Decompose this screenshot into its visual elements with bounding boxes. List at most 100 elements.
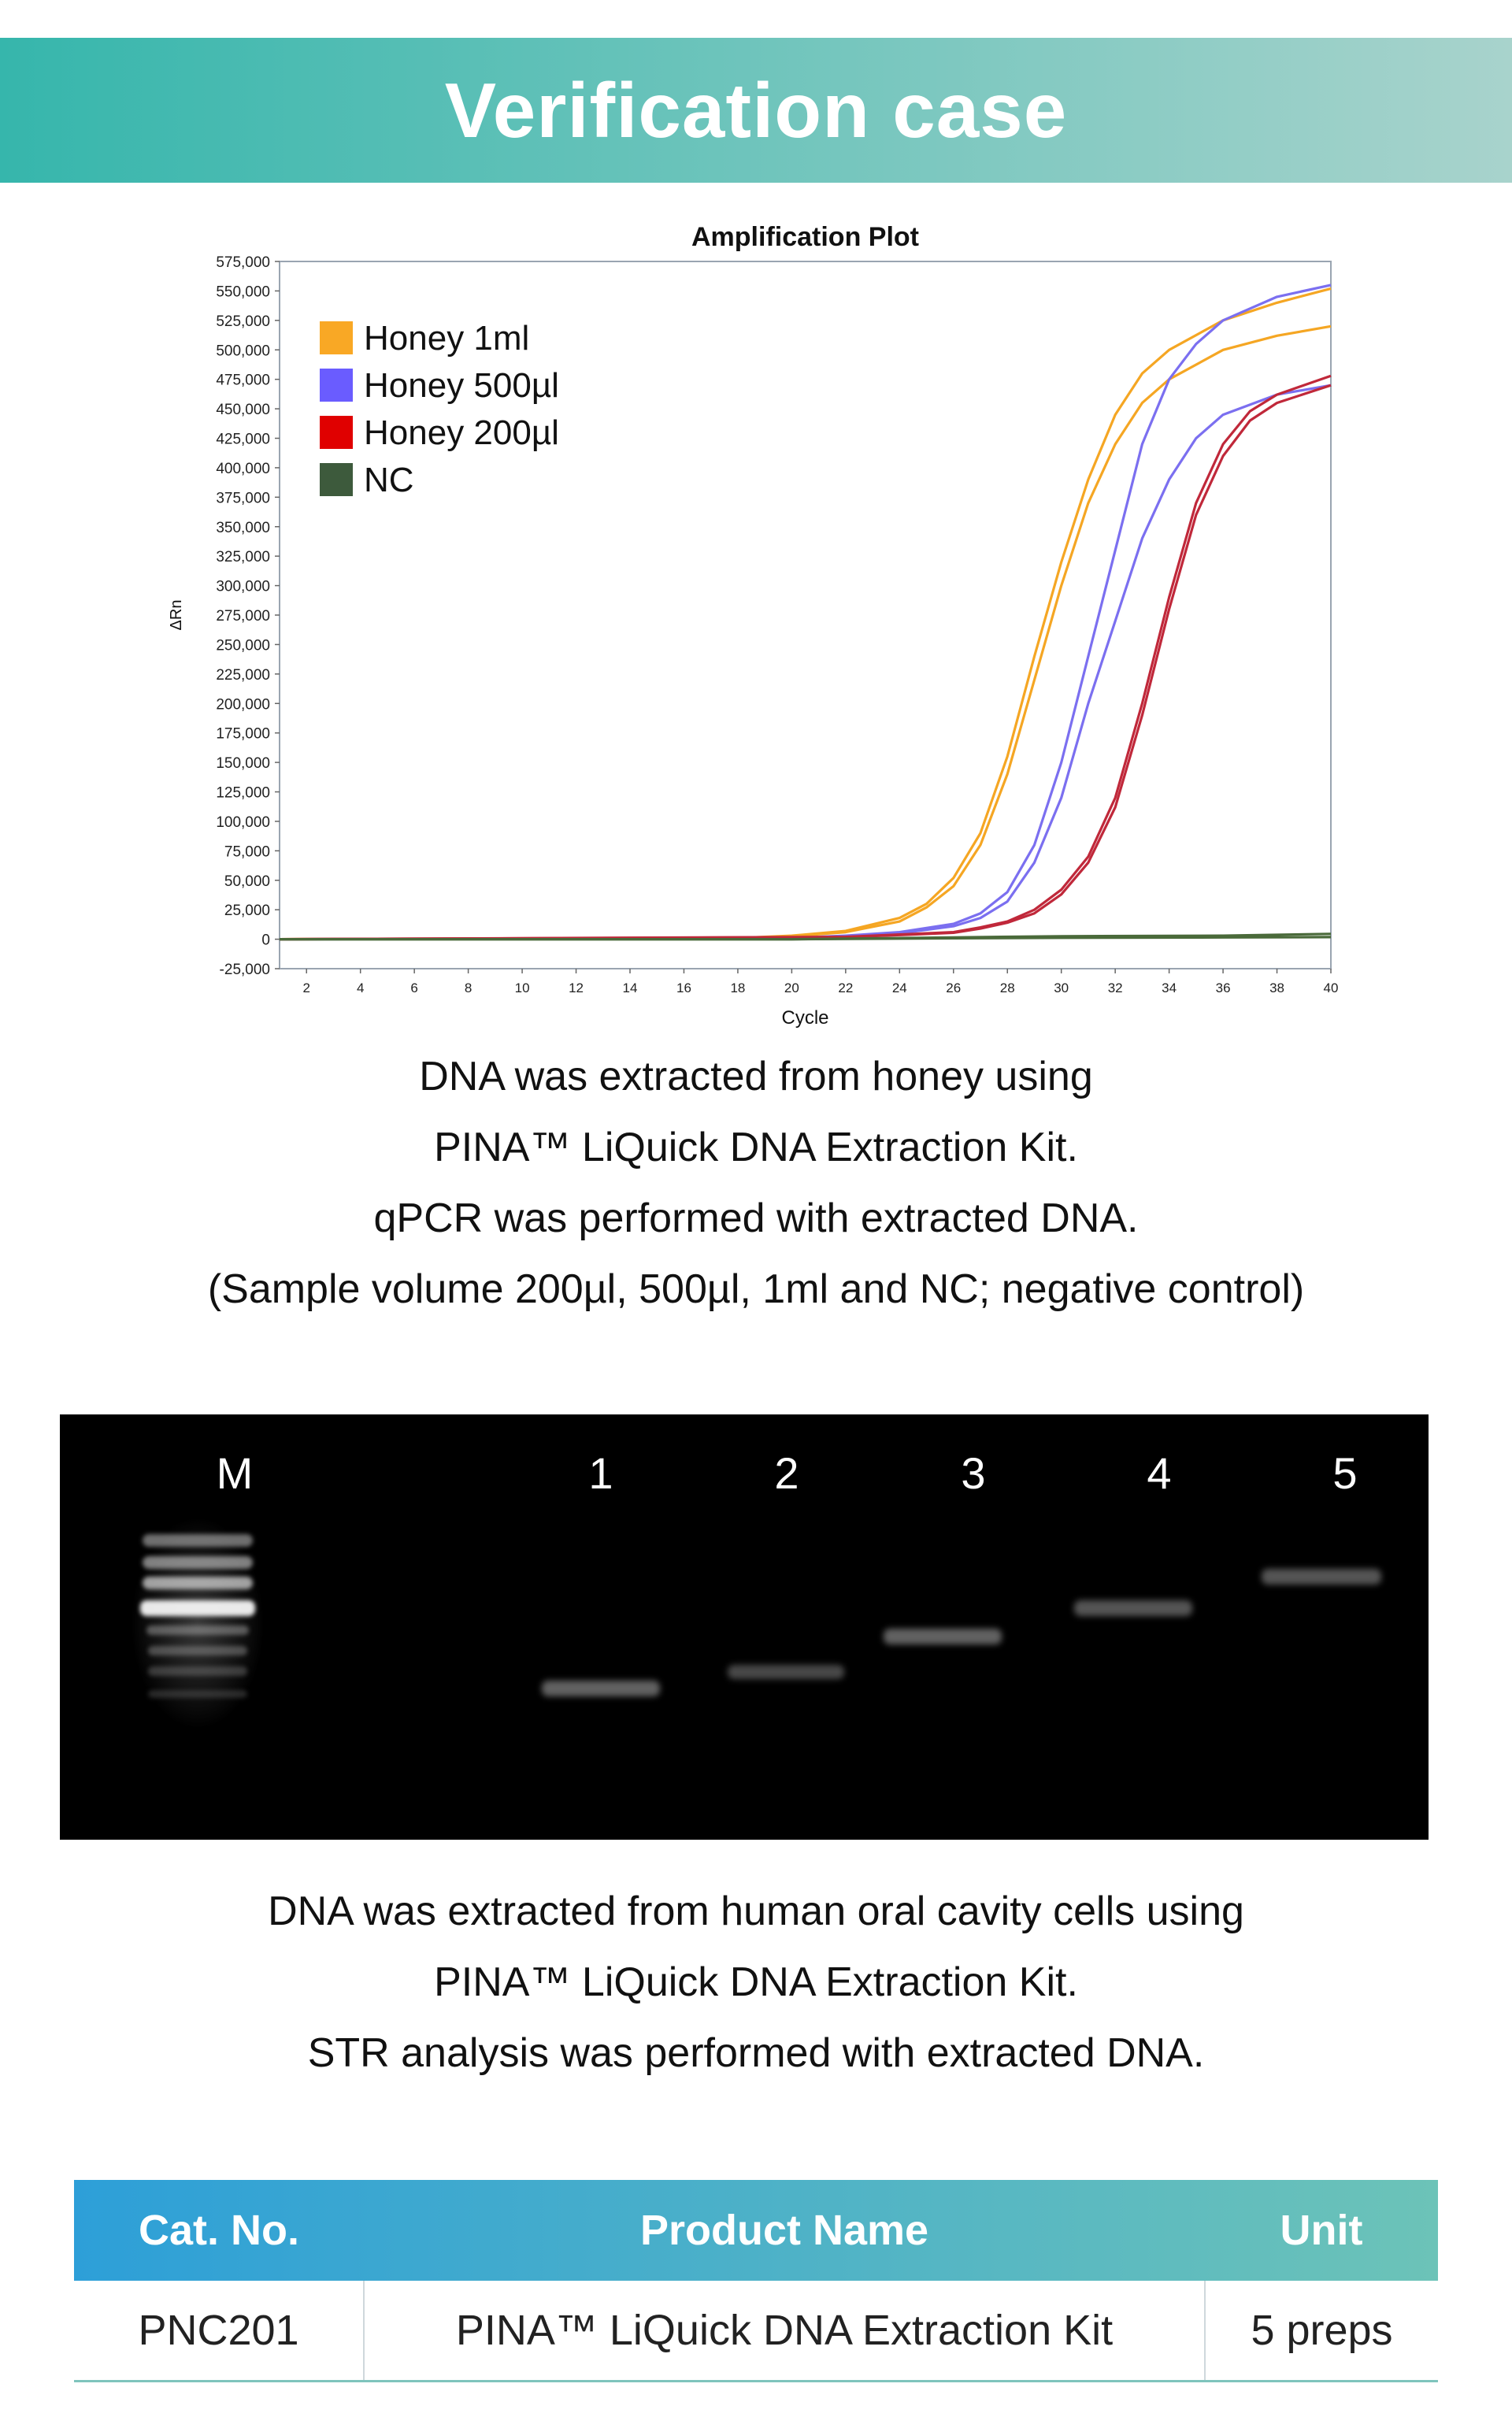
x-tick-label: 32 bbox=[1108, 980, 1123, 995]
series-line-0-1 bbox=[279, 324, 1332, 941]
product-table: Cat. No. Product Name Unit PNC201 PINA™ … bbox=[74, 2180, 1438, 2382]
x-tick-label: 20 bbox=[784, 980, 799, 995]
y-tick-label: 25,000 bbox=[224, 903, 270, 919]
legend-label: Honey 1ml bbox=[364, 319, 529, 358]
y-tick-label: 75,000 bbox=[224, 843, 270, 860]
legend-label: Honey 500µl bbox=[364, 366, 559, 405]
lane-label-1: 1 bbox=[588, 1448, 613, 1498]
amplification-plot: Amplification Plot Cycle ΔRn -25,000 0 25,000… bbox=[168, 222, 1339, 1029]
table-row: PNC201 PINA™ LiQuick DNA Extraction Kit … bbox=[74, 2281, 1438, 2382]
cell-product-name: PINA™ LiQuick DNA Extraction Kit bbox=[363, 2281, 1205, 2382]
y-tick-label: 0 bbox=[261, 932, 270, 949]
y-tick-label: 425,000 bbox=[216, 432, 270, 448]
lane-label-2: 2 bbox=[774, 1448, 799, 1498]
x-tick-label: 16 bbox=[676, 980, 691, 995]
caption-line: DNA was extracted from human oral cavity… bbox=[268, 1889, 1244, 1934]
y-tick-label: 200,000 bbox=[216, 696, 270, 713]
y-tick-label: 250,000 bbox=[216, 637, 270, 654]
series-line-2-1 bbox=[279, 384, 1332, 941]
lane-5-band bbox=[1262, 1569, 1381, 1585]
header-cat-no: Cat. No. bbox=[138, 2207, 299, 2254]
y-tick-label: 375,000 bbox=[216, 490, 270, 506]
x-tick-label: 18 bbox=[730, 980, 745, 995]
x-tick-label: 28 bbox=[1000, 980, 1015, 995]
x-tick-label: 38 bbox=[1269, 980, 1284, 995]
x-tick-label: 36 bbox=[1216, 980, 1231, 995]
x-tick-label: 40 bbox=[1324, 980, 1339, 995]
y-axis-label: ΔRn bbox=[168, 600, 185, 631]
x-tick-label: 12 bbox=[569, 980, 584, 995]
caption-line: PINA™ LiQuick DNA Extraction Kit. bbox=[434, 1959, 1078, 2005]
str-caption: DNA was extracted from human oral cavity… bbox=[0, 1876, 1512, 2089]
y-tick-label: 400,000 bbox=[216, 461, 270, 477]
marker-band bbox=[146, 1625, 249, 1635]
legend-swatch bbox=[320, 463, 353, 496]
x-tick-label: 14 bbox=[623, 980, 638, 995]
gel-image: M 1 2 3 4 5 bbox=[60, 1414, 1429, 1840]
y-tick-label: 325,000 bbox=[216, 549, 270, 565]
header-unit: Unit bbox=[1280, 2207, 1363, 2254]
marker-band bbox=[143, 1577, 253, 1589]
lane-label-3: 3 bbox=[961, 1448, 986, 1498]
caption-line: qPCR was performed with extracted DNA. bbox=[373, 1195, 1139, 1241]
lane-label-4: 4 bbox=[1147, 1448, 1172, 1498]
marker-band bbox=[148, 1646, 247, 1655]
x-tick-label: 2 bbox=[302, 980, 309, 995]
marker-ladder-glow bbox=[131, 1517, 265, 1729]
qpcr-caption: DNA was extracted from honey using PINA™… bbox=[0, 1041, 1512, 1325]
legend-swatch bbox=[320, 369, 353, 402]
header-product-name: Product Name bbox=[639, 2207, 929, 2254]
chart-title: Amplification Plot bbox=[691, 222, 919, 252]
caption-line: PINA™ LiQuick DNA Extraction Kit. bbox=[434, 1125, 1078, 1170]
lane-3-band bbox=[884, 1629, 1002, 1644]
y-tick-label: 475,000 bbox=[216, 373, 270, 389]
y-tick-label: 275,000 bbox=[216, 608, 270, 625]
y-tick-label: 350,000 bbox=[216, 520, 270, 536]
x-tick-label: 10 bbox=[515, 980, 530, 995]
lane-2-band bbox=[728, 1665, 844, 1679]
y-tick-label: 150,000 bbox=[216, 755, 270, 772]
x-tick-label: 24 bbox=[892, 980, 907, 995]
x-tick-label: 8 bbox=[465, 980, 472, 995]
x-tick-label: 4 bbox=[357, 980, 364, 995]
legend-swatch bbox=[320, 416, 353, 449]
legend-label: Honey 200µl bbox=[364, 413, 559, 452]
marker-band bbox=[148, 1666, 247, 1676]
lane-label-5: 5 bbox=[1332, 1448, 1358, 1498]
cell-unit: 5 preps bbox=[1204, 2281, 1438, 2382]
plot-area bbox=[279, 261, 1332, 969]
x-tick-label: 34 bbox=[1162, 980, 1177, 995]
y-tick-label: 225,000 bbox=[216, 667, 270, 684]
y-tick-label: 500,000 bbox=[216, 343, 270, 359]
caption-line: STR analysis was performed with extracte… bbox=[307, 2030, 1205, 2076]
x-axis-label: Cycle bbox=[781, 1007, 828, 1029]
page-title: Verification case bbox=[444, 66, 1068, 154]
y-tick-label: 100,000 bbox=[216, 814, 270, 831]
marker-band bbox=[143, 1556, 253, 1569]
header-banner: Verification case bbox=[0, 38, 1512, 183]
marker-band bbox=[143, 1534, 253, 1547]
y-tick-label: 300,000 bbox=[216, 579, 270, 595]
y-tick-label: 175,000 bbox=[216, 726, 270, 743]
x-tick-label: 6 bbox=[410, 980, 417, 995]
table-header-row: Cat. No. Product Name Unit bbox=[74, 2180, 1438, 2281]
y-tick-label: 125,000 bbox=[216, 785, 270, 802]
y-tick-label: 50,000 bbox=[224, 873, 270, 890]
caption-line: (Sample volume 200µl, 500µl, 1ml and NC;… bbox=[207, 1266, 1305, 1312]
marker-band bbox=[148, 1690, 247, 1698]
y-tick-label: -25,000 bbox=[220, 962, 270, 978]
lane-label-m: M bbox=[216, 1448, 254, 1498]
x-tick-label: 22 bbox=[838, 980, 853, 995]
caption-line: DNA was extracted from honey using bbox=[419, 1054, 1093, 1099]
cell-cat-no: PNC201 bbox=[74, 2281, 364, 2382]
legend-swatch bbox=[320, 321, 353, 354]
y-tick-label: 550,000 bbox=[216, 284, 270, 300]
x-tick-label: 30 bbox=[1054, 980, 1069, 995]
y-tick-label: 525,000 bbox=[216, 313, 270, 330]
legend-label: NC bbox=[364, 461, 414, 499]
y-tick-label: 575,000 bbox=[216, 254, 270, 271]
series-line-3-1 bbox=[280, 936, 1332, 941]
x-tick-label: 26 bbox=[946, 980, 961, 995]
lane-4-band bbox=[1074, 1600, 1192, 1616]
marker-band-bright bbox=[140, 1600, 255, 1616]
